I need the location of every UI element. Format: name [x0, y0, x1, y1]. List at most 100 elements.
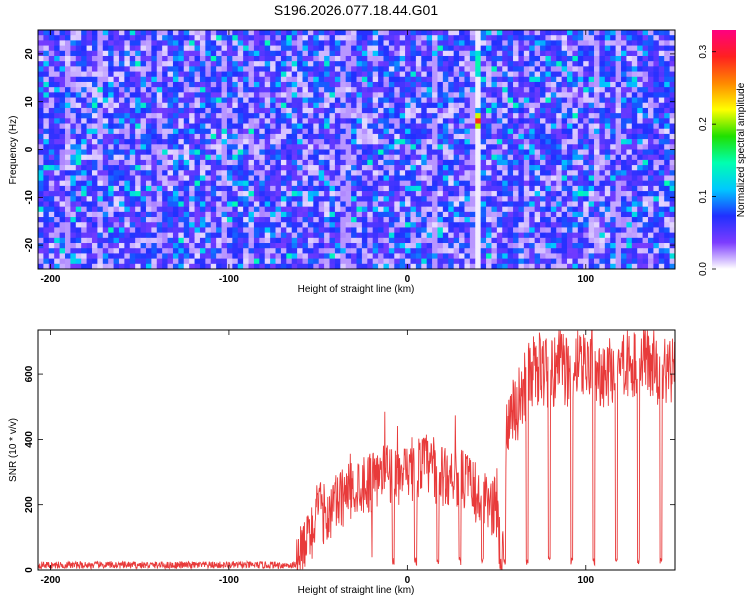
heatmap-cell — [86, 45, 93, 52]
heatmap-cell — [572, 170, 579, 176]
heatmap-cell — [194, 175, 201, 182]
heatmap-cell — [243, 50, 249, 57]
heatmap-cell — [210, 113, 217, 119]
heatmap-cell — [388, 149, 395, 156]
heatmap-cell — [145, 123, 152, 130]
heatmap-cell — [307, 154, 314, 161]
heatmap-cell — [145, 185, 152, 192]
heatmap-cell — [469, 180, 476, 187]
heatmap-cell — [91, 50, 98, 57]
heatmap-cell — [577, 175, 584, 182]
heatmap-cell — [561, 227, 568, 233]
heatmap-cell — [513, 66, 519, 72]
heatmap-cell — [502, 76, 508, 83]
heatmap-cell — [356, 30, 363, 36]
heatmap-cell — [232, 149, 239, 156]
heatmap-cell — [302, 66, 309, 72]
heatmap-cell — [205, 76, 212, 83]
heatmap-cell — [286, 113, 293, 119]
heatmap-cell — [405, 81, 411, 88]
heatmap-cell — [226, 165, 233, 171]
heatmap-cell — [502, 211, 508, 218]
heatmap-cell — [610, 232, 616, 239]
heatmap-cell — [216, 118, 222, 124]
heatmap-cell — [383, 97, 390, 104]
heatmap-cell — [340, 45, 347, 52]
heatmap-cell — [577, 118, 584, 124]
heatmap-cell — [507, 180, 514, 187]
heatmap-cell — [48, 248, 55, 254]
heatmap-cell — [399, 45, 406, 52]
heatmap-cell — [594, 123, 600, 130]
heatmap-cell — [356, 243, 363, 249]
heatmap-cell — [486, 118, 492, 124]
heatmap-cell — [664, 211, 670, 218]
heatmap-cell — [594, 206, 600, 213]
heatmap-cell — [302, 113, 309, 119]
heatmap-cell — [610, 76, 616, 83]
heatmap-cell — [588, 76, 595, 83]
heatmap-cell — [221, 201, 228, 208]
heatmap-cell — [415, 76, 422, 83]
heatmap-cell — [469, 217, 476, 223]
heatmap-cell — [156, 232, 163, 239]
heatmap-cell — [59, 159, 66, 166]
heatmap-cell — [135, 149, 141, 156]
heatmap-cell — [523, 128, 530, 135]
heatmap-cell — [658, 66, 665, 72]
heatmap-cell — [469, 191, 476, 197]
heatmap-cell — [264, 107, 271, 114]
heatmap-cell — [540, 66, 546, 72]
heatmap-cell — [388, 185, 395, 192]
heatmap-cell — [70, 144, 77, 150]
heatmap-cell — [324, 113, 330, 119]
heatmap-cell — [518, 35, 525, 41]
heatmap-cell — [270, 40, 276, 46]
heatmap-cell — [367, 159, 374, 166]
heatmap-cell — [156, 206, 163, 213]
heatmap-cell — [658, 61, 665, 67]
heatmap-cell — [648, 55, 654, 62]
heatmap-cell — [432, 107, 438, 114]
heatmap-cell — [324, 185, 330, 192]
heatmap-cell — [189, 175, 195, 182]
heatmap-cell — [334, 30, 341, 36]
heatmap-cell — [426, 201, 433, 208]
heatmap-cell — [91, 222, 98, 228]
heatmap-cell — [594, 40, 600, 46]
heatmap-cell — [286, 118, 293, 124]
heatmap-cell — [372, 191, 379, 197]
heatmap-cell — [426, 107, 433, 114]
heatmap-cell — [388, 170, 395, 176]
heatmap-cell — [340, 133, 347, 140]
heatmap-cell — [426, 40, 433, 46]
heatmap-cell — [232, 102, 239, 109]
heatmap-cell — [248, 227, 255, 233]
heatmap-cell — [588, 237, 595, 244]
heatmap-cell — [243, 237, 249, 244]
heatmap-cell — [669, 76, 675, 83]
heatmap-cell — [248, 149, 255, 156]
heatmap-cell — [556, 159, 562, 166]
heatmap-cell — [59, 170, 66, 176]
heatmap-cell — [577, 201, 584, 208]
heatmap-cell — [631, 149, 638, 156]
heatmap-cell — [97, 232, 104, 239]
heatmap-cell — [394, 30, 401, 36]
heatmap-cell — [97, 243, 104, 249]
heatmap-cell — [199, 175, 206, 182]
heatmap-cell — [194, 243, 201, 249]
heatmap-cell — [140, 144, 147, 150]
heatmap-cell — [75, 196, 82, 202]
heatmap-cell — [275, 35, 282, 41]
heatmap-cell — [426, 113, 433, 119]
heatmap-cell — [410, 40, 417, 46]
heatmap-cell — [491, 180, 498, 187]
heatmap-cell — [270, 50, 276, 57]
heatmap-cell — [405, 118, 411, 124]
heatmap-cell — [372, 217, 379, 223]
heatmap-cell — [97, 222, 104, 228]
heatmap-cell — [270, 206, 276, 213]
heatmap-cell — [291, 191, 298, 197]
heatmap-cell — [194, 159, 201, 166]
